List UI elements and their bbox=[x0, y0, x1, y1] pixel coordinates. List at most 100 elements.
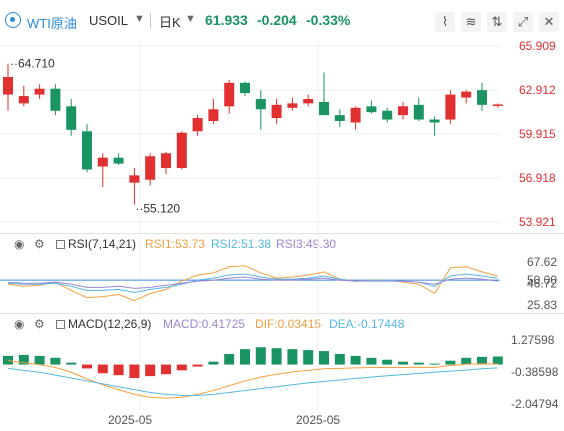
instrument-logo-icon bbox=[5, 12, 21, 28]
eye-icon[interactable]: ◉ bbox=[14, 317, 25, 331]
macd-histogram-bar bbox=[319, 351, 329, 365]
macd-histogram-bar bbox=[398, 361, 408, 365]
candle-body bbox=[334, 115, 345, 122]
chart-header: WTI原油 USOIL ▼ 日K ▼ 61.933 -0.204 -0.33% … bbox=[0, 0, 564, 40]
settings-icon[interactable]: ⚙ bbox=[34, 237, 45, 251]
macd-histogram-bar bbox=[224, 353, 235, 365]
candle-body bbox=[398, 106, 408, 116]
rsi-line bbox=[7, 276, 498, 289]
fullscreen-icon[interactable]: ⤢ bbox=[513, 12, 533, 32]
rsi1-value: RSI1:53.73 bbox=[145, 237, 206, 251]
candle-body bbox=[34, 88, 45, 95]
macd-axis-label: -0.38598 bbox=[511, 365, 559, 379]
candle-body bbox=[350, 107, 361, 123]
candle-body bbox=[145, 156, 156, 180]
macd-histogram-bar bbox=[492, 356, 503, 365]
header-divider bbox=[150, 13, 151, 29]
macd-histogram-bar bbox=[429, 363, 440, 365]
macd-axis-label: -2.04794 bbox=[511, 397, 559, 411]
date-label: 2025-05 bbox=[108, 413, 153, 427]
collapse-icon[interactable] bbox=[56, 320, 65, 329]
instrument-code[interactable]: USOIL bbox=[89, 13, 129, 28]
low-annotation: ··55.120 bbox=[135, 201, 180, 215]
macd-histogram-bar bbox=[18, 354, 29, 365]
macd-histogram-bar bbox=[303, 350, 314, 365]
macd-line bbox=[7, 367, 498, 396]
candle-body bbox=[82, 131, 92, 170]
candle-body bbox=[224, 82, 235, 107]
draw-tool-icon[interactable]: ⌇ bbox=[435, 12, 455, 32]
candle-body bbox=[366, 106, 377, 113]
macd-value: MACD:0.41725 bbox=[163, 317, 246, 331]
macd-histogram-bar bbox=[129, 364, 140, 379]
macd-header: ◉ ⚙ MACD(12,26,9) MACD:0.41725 DIF:0.034… bbox=[0, 317, 564, 335]
candle-body bbox=[50, 88, 61, 111]
price-axis-label: 62.912 bbox=[519, 83, 556, 97]
dif-value: DIF:0.03415 bbox=[255, 317, 322, 331]
candle-body bbox=[303, 98, 314, 104]
candle-body bbox=[97, 157, 108, 167]
period-selector[interactable]: 日K bbox=[159, 15, 181, 30]
instrument-symbol[interactable]: WTI原油 bbox=[27, 16, 77, 31]
macd-histogram-bar bbox=[477, 356, 487, 365]
macd-histogram-bar bbox=[271, 348, 282, 365]
macd-histogram-bar bbox=[461, 357, 472, 365]
panel-divider[interactable] bbox=[0, 313, 564, 314]
price-axis-label: 56.918 bbox=[519, 171, 556, 185]
rsi-axis-label: 25.83 bbox=[527, 298, 557, 312]
candle-body bbox=[429, 119, 440, 123]
close-icon[interactable]: ✕ bbox=[539, 12, 559, 32]
macd-histogram-bar bbox=[366, 357, 377, 365]
rsi2-value: RSI2:51.38 bbox=[211, 237, 272, 251]
macd-histogram-bar bbox=[34, 355, 45, 365]
rsi-axis-label: 67.62 bbox=[527, 255, 557, 269]
candle-body bbox=[287, 103, 298, 108]
collapse-icon[interactable] bbox=[56, 240, 65, 249]
macd-title: MACD(12,26,9) bbox=[68, 317, 152, 331]
rsi-axis-label: 50.00 bbox=[527, 273, 557, 287]
period-dropdown-icon[interactable]: ▼ bbox=[185, 13, 196, 25]
rsi-title: RSI(7,14,21) bbox=[68, 237, 137, 251]
macd-histogram-bar bbox=[382, 359, 393, 365]
symbol-dropdown-icon[interactable]: ▼ bbox=[134, 13, 145, 25]
macd-histogram-bar bbox=[97, 364, 108, 374]
rsi3-value: RSI3:49.30 bbox=[276, 237, 337, 251]
candle-body bbox=[413, 104, 424, 120]
macd-histogram-bar bbox=[255, 347, 266, 365]
macd-histogram-bar bbox=[445, 360, 456, 365]
candle-body bbox=[161, 153, 171, 168]
macd-histogram-bar bbox=[287, 349, 298, 365]
candle-body bbox=[3, 76, 13, 95]
panel-divider[interactable] bbox=[0, 233, 564, 234]
candle-body bbox=[382, 110, 393, 120]
candle-body bbox=[208, 109, 219, 122]
macd-histogram-bar bbox=[161, 364, 171, 375]
price-axis-label: 59.915 bbox=[519, 127, 556, 141]
candle-body bbox=[240, 82, 250, 94]
candle-body bbox=[113, 157, 124, 164]
macd-histogram-bar bbox=[192, 364, 203, 367]
candle-body bbox=[271, 104, 282, 119]
price-change-percent: -0.33% bbox=[306, 12, 351, 28]
candle-body bbox=[445, 94, 456, 120]
last-price: 61.933 bbox=[205, 12, 248, 28]
compare-icon[interactable]: ⇅ bbox=[487, 12, 507, 32]
dea-value: DEA:-0.17448 bbox=[329, 317, 405, 331]
macd-histogram-bar bbox=[82, 364, 92, 369]
macd-axis-label: 1.27598 bbox=[511, 333, 555, 347]
price-axis-label: 65.909 bbox=[519, 39, 556, 53]
eye-icon[interactable]: ◉ bbox=[14, 237, 25, 251]
macd-line bbox=[7, 360, 498, 399]
macd-histogram-bar bbox=[145, 364, 156, 377]
candle-body bbox=[255, 98, 266, 110]
price-axis-label: 53.921 bbox=[519, 215, 556, 229]
macd-histogram-bar bbox=[113, 364, 124, 376]
price-change: -0.204 bbox=[257, 12, 297, 28]
date-label: 2025-05 bbox=[296, 413, 341, 427]
candle-body bbox=[192, 118, 203, 132]
indicator-icon[interactable]: ≋ bbox=[461, 12, 481, 32]
rsi-header: ◉ ⚙ RSI(7,14,21) RSI1:53.73 RSI2:51.38 R… bbox=[0, 237, 564, 255]
settings-icon[interactable]: ⚙ bbox=[34, 317, 45, 331]
candle-body bbox=[492, 104, 503, 106]
